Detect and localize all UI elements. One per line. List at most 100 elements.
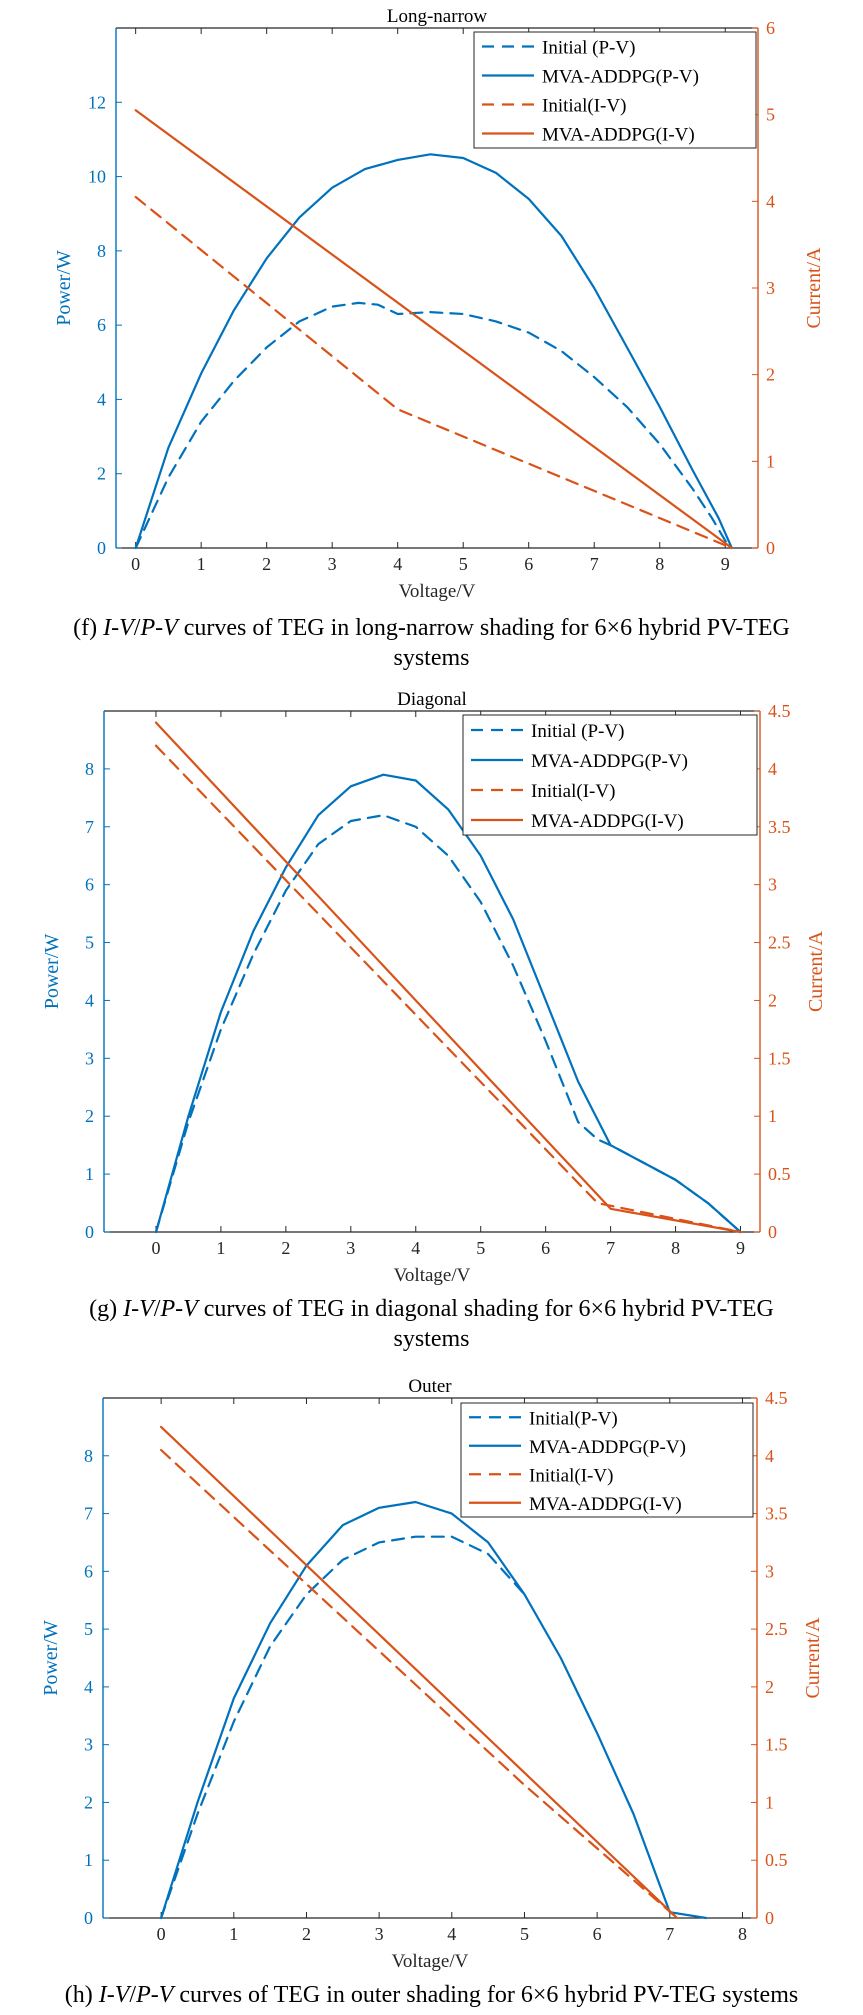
y-axis-label-left: Power/W	[41, 934, 63, 1010]
x-tick-label: 4	[393, 554, 402, 574]
y-tick-label-right: 1	[765, 1792, 774, 1812]
x-tick-label: 7	[590, 554, 599, 574]
series-line-initial-p-v	[154, 814, 742, 1234]
x-tick-label: 1	[229, 1924, 238, 1944]
x-tick-label: 7	[606, 1238, 615, 1258]
caption-line-1: (h) I-V/P-V curves of TEG in outer shadi…	[0, 1980, 863, 2010]
y-tick-label-right: 2	[766, 365, 775, 385]
chart-panel-diagonal: Diagonal 0 1 2 3 4 5 6 7 8 9 0 1 2 3 4 5 6 7 8 0 0.5 1 1.5 2 2.5 3…	[0, 680, 863, 1360]
x-axis-label: Voltage/V	[392, 1951, 469, 1972]
series-line-mva-addpg-p-v	[134, 153, 733, 550]
y-tick-label-left: 6	[97, 315, 106, 335]
y-tick-label-right: 4	[768, 759, 777, 779]
x-tick-label: 4	[447, 1924, 456, 1944]
y-tick-label-right: 3	[766, 278, 775, 298]
y-tick-label-right: 1.5	[768, 1048, 791, 1068]
legend-entry: MVA-ADDPG(P-V)	[531, 751, 688, 772]
legend-box	[473, 31, 757, 149]
y-tick-label-left: 7	[85, 817, 94, 837]
y-tick-label-right: 4.5	[765, 1388, 788, 1408]
y-tick-label-right: 2	[765, 1677, 774, 1697]
caption-line-2: systems	[393, 645, 470, 671]
x-tick-label: 3	[346, 1238, 355, 1258]
y-tick-label-left: 0	[85, 1222, 94, 1242]
y-tick-label-left: 3	[85, 1048, 94, 1068]
y-tick-label-right: 3.5	[765, 1504, 788, 1524]
chart-panel-outer: Outer 0 1 2 3 4 5 6 7 8 0 1 2 3 4 5 6 7 8 0 0.5 1 1.5 2 2.5 3 3.5 4…	[0, 1360, 863, 2015]
x-tick-label: 7	[665, 1924, 674, 1944]
legend-entry: Initial (P-V)	[531, 721, 624, 742]
y-tick-label-right: 4.5	[768, 701, 791, 721]
legend-entry: MVA-ADDPG(P-V)	[529, 1437, 686, 1458]
y-tick-label-left: 4	[97, 389, 106, 409]
y-tick-label-right: 2.5	[768, 933, 791, 953]
caption-iv: I-V	[98, 1982, 130, 2008]
chart-title: Long-narrow	[387, 6, 488, 27]
x-tick-label: 2	[262, 554, 271, 574]
figure-caption-g: (g) I-V/P-V curves of TEG in diagonal sh…	[0, 1294, 863, 1354]
y-tick-label-right: 6	[766, 18, 775, 38]
y-tick-label-right: 2	[768, 990, 777, 1010]
legend-entry: Initial(I-V)	[542, 96, 626, 117]
legend-box	[462, 714, 758, 836]
y-tick-label-left: 8	[84, 1446, 93, 1466]
x-tick-label: 0	[131, 554, 140, 574]
caption-line-1: (f) I-V/P-V curves of TEG in long-narrow…	[0, 613, 863, 643]
series-line-initial-i-v	[154, 744, 742, 1234]
y-axis-label-left: Power/W	[53, 250, 75, 326]
y-tick-label-left: 1	[84, 1850, 93, 1870]
legend-entry: Initial(I-V)	[529, 1465, 613, 1486]
y-tick-label-left: 8	[85, 759, 94, 779]
x-tick-label: 8	[738, 1924, 747, 1944]
y-tick-label-left: 0	[97, 538, 106, 558]
x-tick-label: 5	[520, 1924, 529, 1944]
series-line-mva-addpg-i-v	[160, 1425, 679, 1920]
y-tick-label-left: 10	[88, 167, 106, 187]
chart-title: Outer	[408, 1376, 452, 1397]
y-tick-label-left: 6	[84, 1561, 93, 1581]
caption-line-2: systems	[393, 1326, 470, 1352]
x-tick-label: 1	[216, 1238, 225, 1258]
legend-box	[460, 1402, 754, 1518]
y-tick-label-right: 0	[766, 538, 775, 558]
y-tick-label-right: 1	[768, 1106, 777, 1126]
legend-entry: MVA-ADDPG(P-V)	[542, 67, 699, 88]
caption-iv: I-V	[123, 1296, 154, 1322]
caption-sep: /	[129, 1982, 137, 2008]
x-tick-label: 5	[459, 554, 468, 574]
y-tick-label-right: 0.5	[768, 1164, 791, 1184]
caption-label: (h)	[64, 1982, 93, 2008]
y-tick-label-right: 1	[766, 451, 775, 471]
x-tick-label: 9	[736, 1238, 745, 1258]
caption-sep: /	[153, 1296, 161, 1322]
y-tick-label-left: 12	[88, 92, 106, 112]
caption-label: (g)	[89, 1296, 118, 1322]
x-axis-label: Voltage/V	[399, 581, 476, 602]
x-tick-label: 1	[197, 554, 206, 574]
y-tick-label-right: 2.5	[765, 1619, 788, 1639]
caption-text: curves of TEG in diagonal shading for 6×…	[197, 1296, 774, 1322]
caption-pv: P-V	[160, 1296, 198, 1322]
y-tick-label-left: 3	[84, 1735, 93, 1755]
caption-text: curves of TEG in long-narrow shading for…	[177, 615, 790, 641]
y-tick-label-right: 0	[765, 1908, 774, 1928]
y-tick-label-left: 0	[84, 1908, 93, 1928]
y-tick-label-left: 2	[97, 464, 106, 484]
y-tick-label-left: 1	[85, 1164, 94, 1184]
pv-iv-chart-diagonal: Diagonal 0 1 2 3 4 5 6 7 8 9 0 1 2 3 4 5 6 7 8 0 0.5 1 1.5 2 2.5 3…	[41, 689, 827, 1286]
y-tick-label-right: 3	[768, 875, 777, 895]
figure-caption-h: (h) I-V/P-V curves of TEG in outer shadi…	[0, 1980, 863, 2010]
y-tick-label-left: 6	[85, 875, 94, 895]
x-tick-label: 5	[476, 1238, 485, 1258]
x-tick-label: 8	[671, 1238, 680, 1258]
chart-panel-long-narrow: Long-narrow 0 1 2 3 4 5 6 7 8 9 0 2 4 6 8 10 12 0 1 2 3 4 5 6 Vol…	[0, 0, 863, 680]
series-line-mva-addpg-p-v	[154, 773, 742, 1234]
x-tick-label: 4	[411, 1238, 420, 1258]
figure-caption-f: (f) I-V/P-V curves of TEG in long-narrow…	[0, 613, 863, 673]
series-line-initial-p-v	[160, 1535, 526, 1920]
series-line-initial-i-v	[160, 1448, 679, 1920]
caption-line-1: (g) I-V/P-V curves of TEG in diagonal sh…	[0, 1294, 863, 1324]
y-axis-label-right: Current/A	[802, 1617, 824, 1699]
